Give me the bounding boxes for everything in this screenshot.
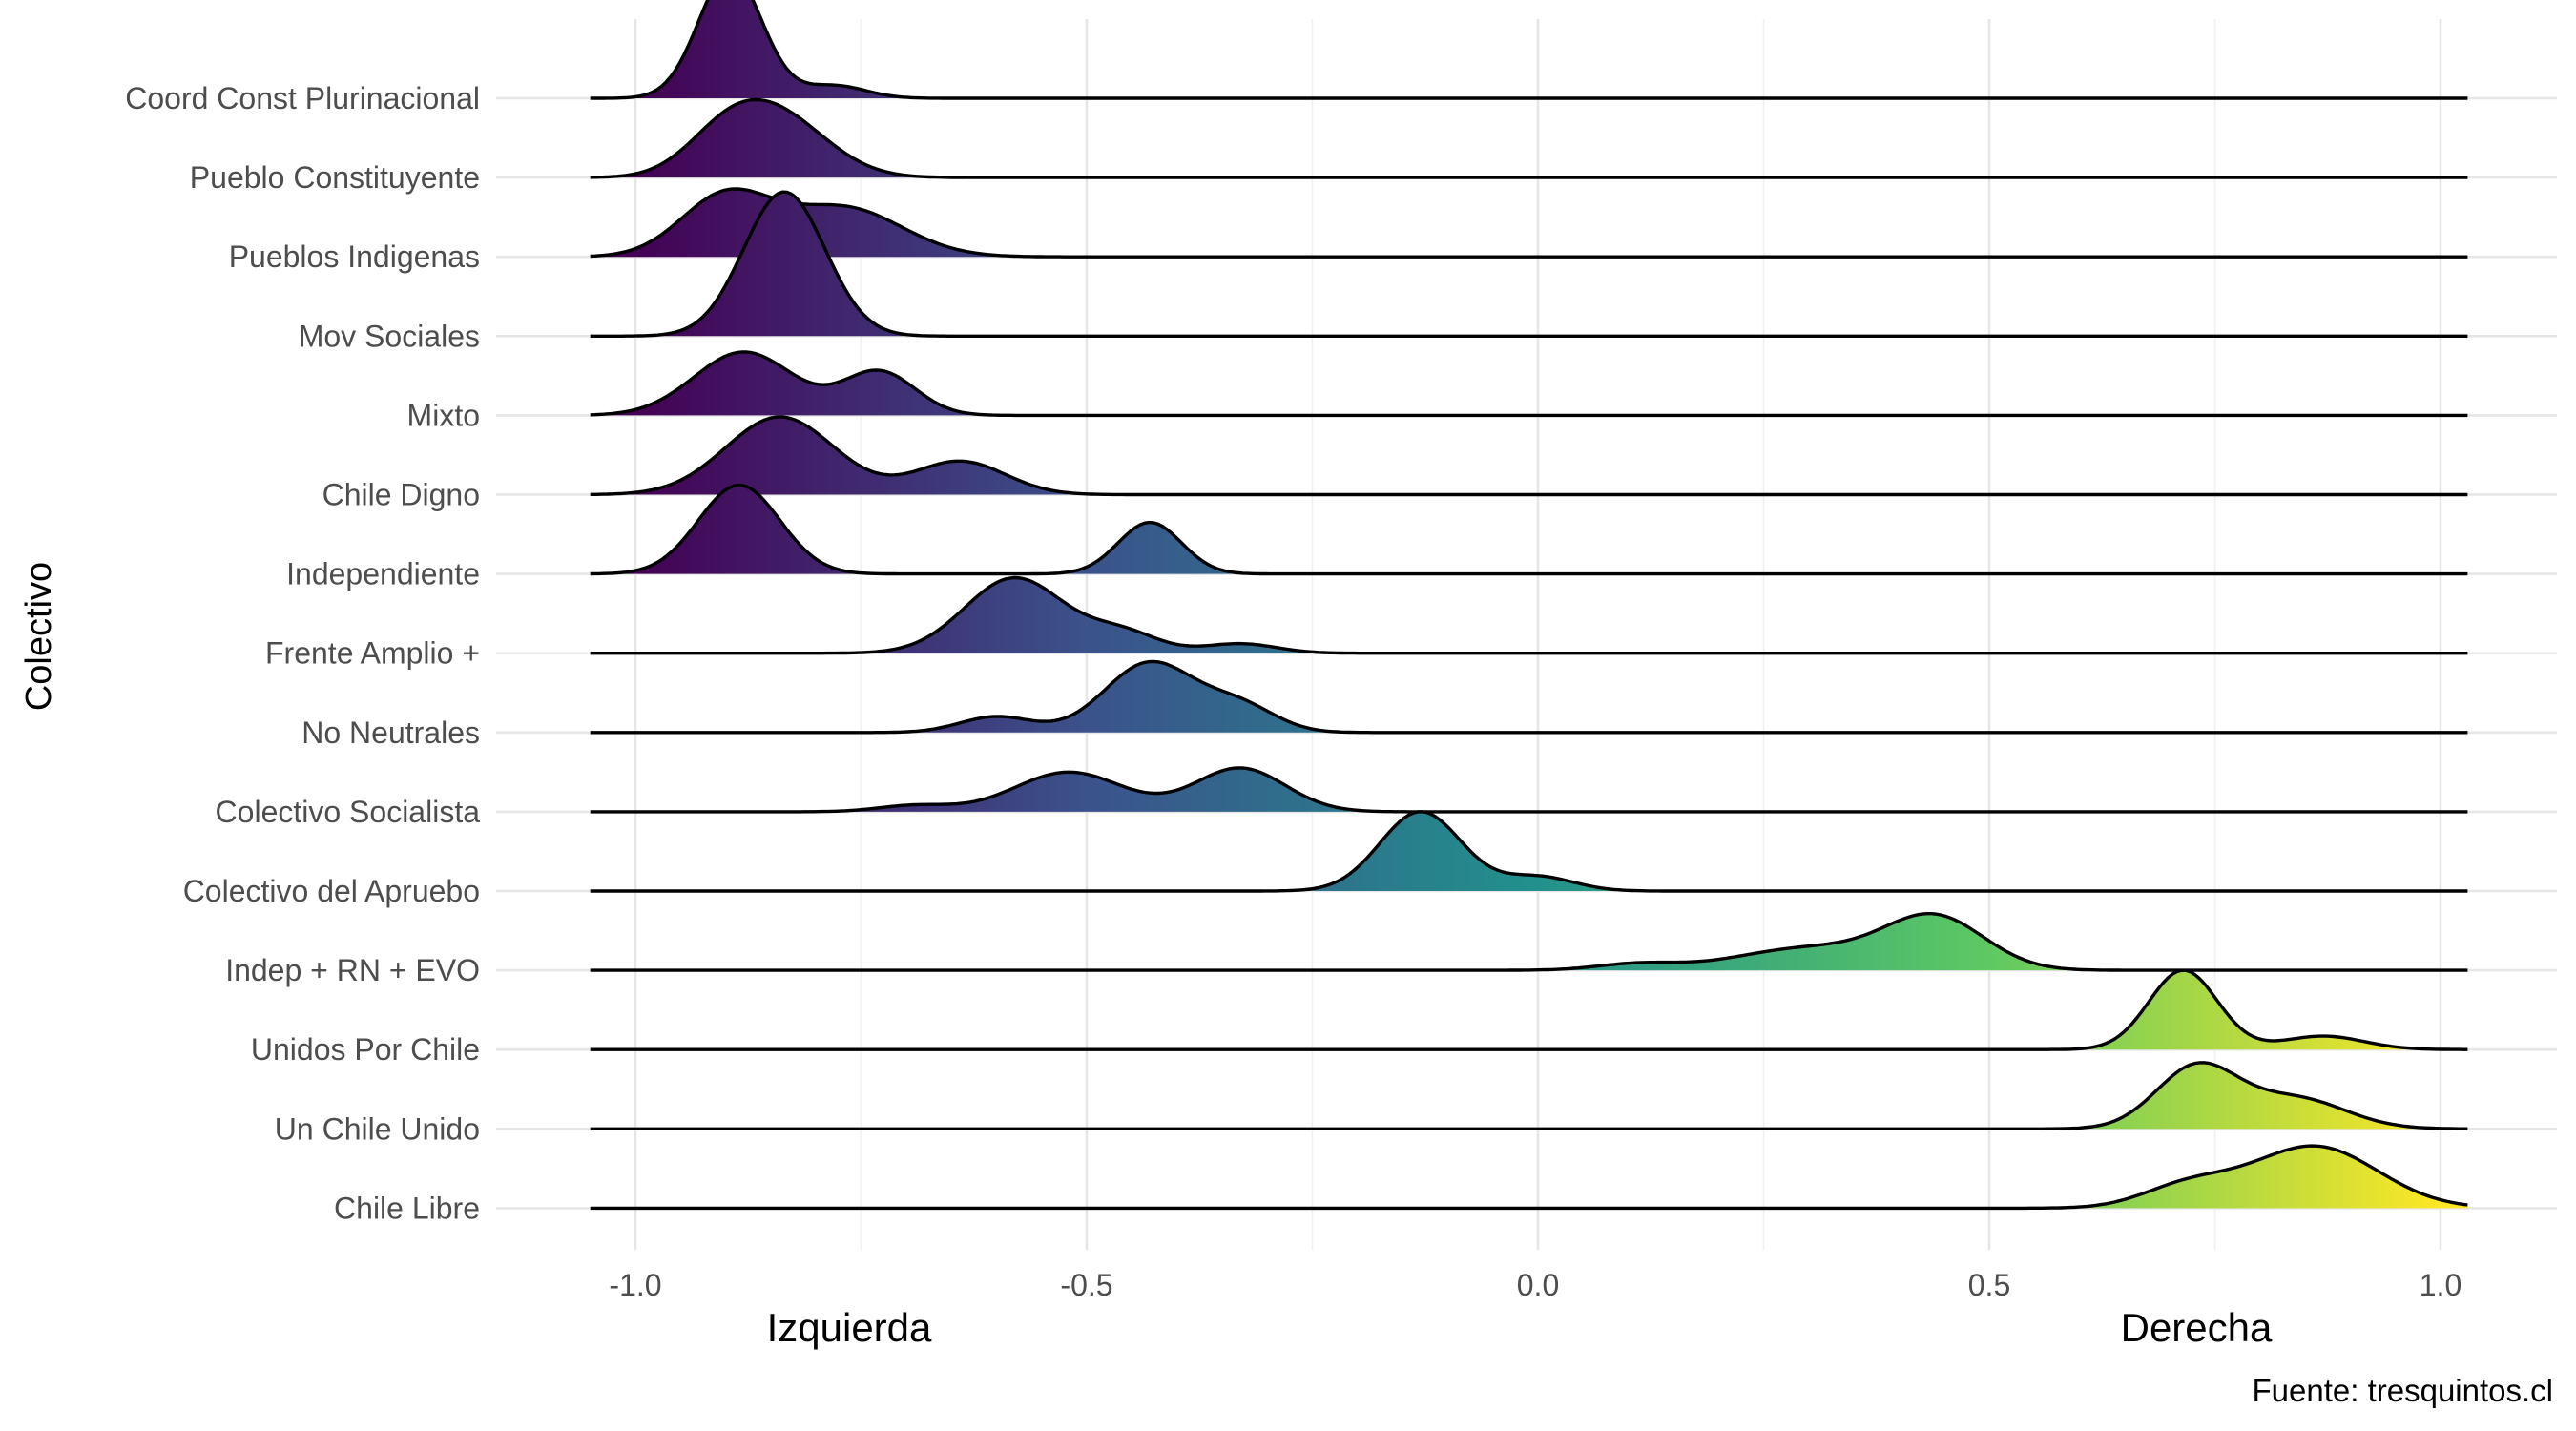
ridge-no-neutrales bbox=[590, 659, 2468, 735]
x-tick-label: -1.0 bbox=[609, 1268, 661, 1302]
ridge-area bbox=[590, 970, 2468, 1050]
ridge-outline bbox=[590, 810, 2468, 893]
ridge-outline bbox=[590, 575, 2468, 655]
ridges bbox=[590, 0, 2468, 1211]
ridge-outline bbox=[590, 97, 2468, 179]
y-tick-label: Pueblo Constituyente bbox=[190, 160, 480, 195]
ridge-colectivo-del-apruebo bbox=[590, 810, 2468, 893]
y-tick-label: Independiente bbox=[286, 557, 480, 591]
ridge-mixto bbox=[590, 350, 2468, 418]
ridge-coord-const-plurinacional bbox=[590, 0, 2468, 100]
x-tick-label: 0.5 bbox=[1968, 1268, 2010, 1302]
y-tick-label: Chile Libre bbox=[334, 1191, 480, 1225]
x-tick-label: 1.0 bbox=[2420, 1268, 2462, 1302]
ridge-chile-libre bbox=[590, 1144, 2468, 1211]
ridge-frente-amplio bbox=[590, 575, 2468, 655]
y-tick-label: Unidos Por Chile bbox=[251, 1032, 480, 1067]
y-tick-label: No Neutrales bbox=[301, 716, 480, 750]
ridge-area bbox=[590, 661, 2468, 733]
ridge-chile-digno bbox=[590, 415, 2468, 497]
ridge-outline bbox=[590, 190, 2468, 338]
ridge-area bbox=[590, 577, 2468, 653]
y-tick-label: Frente Amplio + bbox=[265, 636, 480, 671]
ridge-area bbox=[590, 0, 2468, 98]
ridge-outline bbox=[590, 187, 2468, 259]
ridge-outline bbox=[590, 1061, 2468, 1130]
ridge-area bbox=[590, 767, 2468, 812]
y-tick-labels: Chile Libre Un Chile Unido Unidos Por Chil… bbox=[125, 81, 480, 1225]
ridge-area bbox=[590, 485, 2468, 574]
ridge-outline bbox=[590, 483, 2468, 576]
ridge-area bbox=[590, 351, 2468, 416]
ridge-area bbox=[590, 192, 2468, 337]
ridge-outline bbox=[590, 415, 2468, 497]
x-annotation-left: Izquierda bbox=[767, 1305, 932, 1350]
ridge-colectivo-socialista bbox=[590, 766, 2468, 814]
ridge-pueblos-indigenas bbox=[590, 187, 2468, 259]
y-tick-label: Indep + RN + EVO bbox=[225, 953, 480, 987]
caption: Fuente: tresquintos.cl bbox=[2253, 1373, 2554, 1408]
y-axis-title: Colectivo bbox=[19, 562, 59, 711]
ridge-area bbox=[590, 189, 2468, 258]
ridge-outline bbox=[590, 350, 2468, 418]
x-tick-label: -0.5 bbox=[1060, 1268, 1112, 1302]
ridge-outline bbox=[590, 659, 2468, 735]
ridge-unidos-por-chile bbox=[590, 968, 2468, 1051]
x-tick-labels: -1.0 -0.5 0.0 0.5 1.0 bbox=[609, 1268, 2462, 1302]
ridge-independiente bbox=[590, 483, 2468, 576]
ridge-un-chile-unido bbox=[590, 1061, 2468, 1130]
ridge-area bbox=[590, 913, 2468, 971]
y-tick-label: Chile Digno bbox=[322, 478, 480, 512]
y-tick-label: Mixto bbox=[407, 398, 480, 432]
ridge-indep-rn-evo bbox=[590, 912, 2468, 972]
x-tick-label: 0.0 bbox=[1517, 1268, 1559, 1302]
y-tick-label: Un Chile Unido bbox=[275, 1111, 480, 1146]
x-annotation-right: Derecha bbox=[2121, 1305, 2273, 1350]
ridge-area bbox=[590, 99, 2468, 178]
ridge-outline bbox=[590, 0, 2468, 100]
ridge-mov-sociales bbox=[590, 190, 2468, 338]
y-tick-label: Coord Const Plurinacional bbox=[125, 81, 480, 115]
ridge-outline bbox=[590, 766, 2468, 814]
ridge-pueblo-constituyente bbox=[590, 97, 2468, 179]
y-tick-label: Mov Sociales bbox=[299, 319, 480, 353]
ridge-outline bbox=[590, 912, 2468, 972]
ridge-area bbox=[590, 811, 2468, 891]
y-tick-label: Pueblos Indigenas bbox=[229, 239, 480, 274]
ridge-outline bbox=[590, 1144, 2468, 1211]
ridge-area bbox=[590, 1146, 2468, 1209]
ridge-area bbox=[590, 1062, 2468, 1130]
y-tick-label: Colectivo Socialista bbox=[216, 795, 481, 829]
ridge-outline bbox=[590, 968, 2468, 1051]
y-tick-label: Colectivo del Apruebo bbox=[183, 874, 480, 908]
ridge-area bbox=[590, 417, 2468, 495]
